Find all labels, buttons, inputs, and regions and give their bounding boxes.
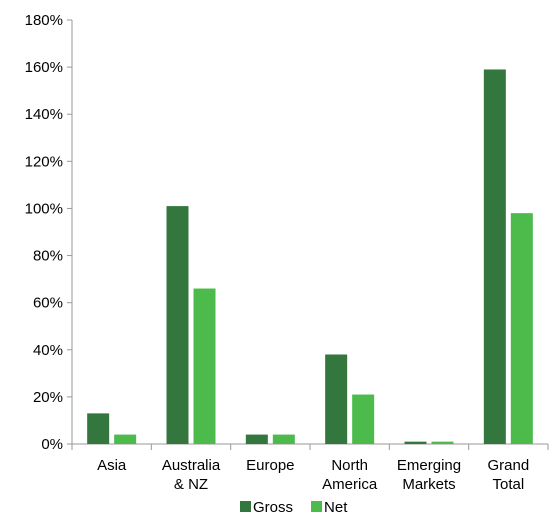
y-tick-label: 180% bbox=[25, 12, 63, 29]
legend-swatch-gross bbox=[240, 501, 251, 512]
bar-net bbox=[193, 288, 216, 444]
x-category-label: Emerging bbox=[397, 457, 461, 474]
bar-gross bbox=[245, 434, 268, 444]
bar-net bbox=[352, 394, 375, 444]
y-tick-label: 40% bbox=[33, 342, 63, 359]
bar-gross bbox=[166, 206, 189, 444]
x-category-label: North bbox=[331, 457, 368, 474]
x-category-label: Total bbox=[492, 476, 524, 493]
bar-net bbox=[114, 434, 137, 444]
y-tick-label: 100% bbox=[25, 200, 63, 217]
legend-label-net: Net bbox=[324, 499, 348, 516]
bar-net bbox=[510, 213, 533, 444]
bar-net bbox=[272, 434, 295, 444]
bar-net bbox=[431, 441, 454, 444]
bar-gross bbox=[404, 441, 427, 444]
y-tick-label: 140% bbox=[25, 106, 63, 123]
bar-gross bbox=[87, 413, 110, 444]
bar-gross bbox=[483, 69, 506, 444]
legend-label-gross: Gross bbox=[253, 499, 293, 516]
x-category-label: Markets bbox=[402, 476, 455, 493]
y-tick-label: 0% bbox=[41, 436, 63, 453]
bar-gross bbox=[325, 354, 348, 444]
y-tick-label: 160% bbox=[25, 59, 63, 76]
y-tick-label: 20% bbox=[33, 389, 63, 406]
x-category-label: & NZ bbox=[174, 476, 208, 493]
y-tick-label: 60% bbox=[33, 295, 63, 312]
legend-swatch-net bbox=[311, 501, 323, 512]
y-tick-label: 80% bbox=[33, 248, 63, 265]
x-category-label: Asia bbox=[97, 457, 127, 474]
x-category-label: Australia bbox=[162, 457, 221, 474]
x-category-label: America bbox=[322, 476, 378, 493]
x-category-label: Europe bbox=[246, 457, 294, 474]
x-category-label: Grand bbox=[487, 457, 529, 474]
y-tick-label: 120% bbox=[25, 153, 63, 170]
